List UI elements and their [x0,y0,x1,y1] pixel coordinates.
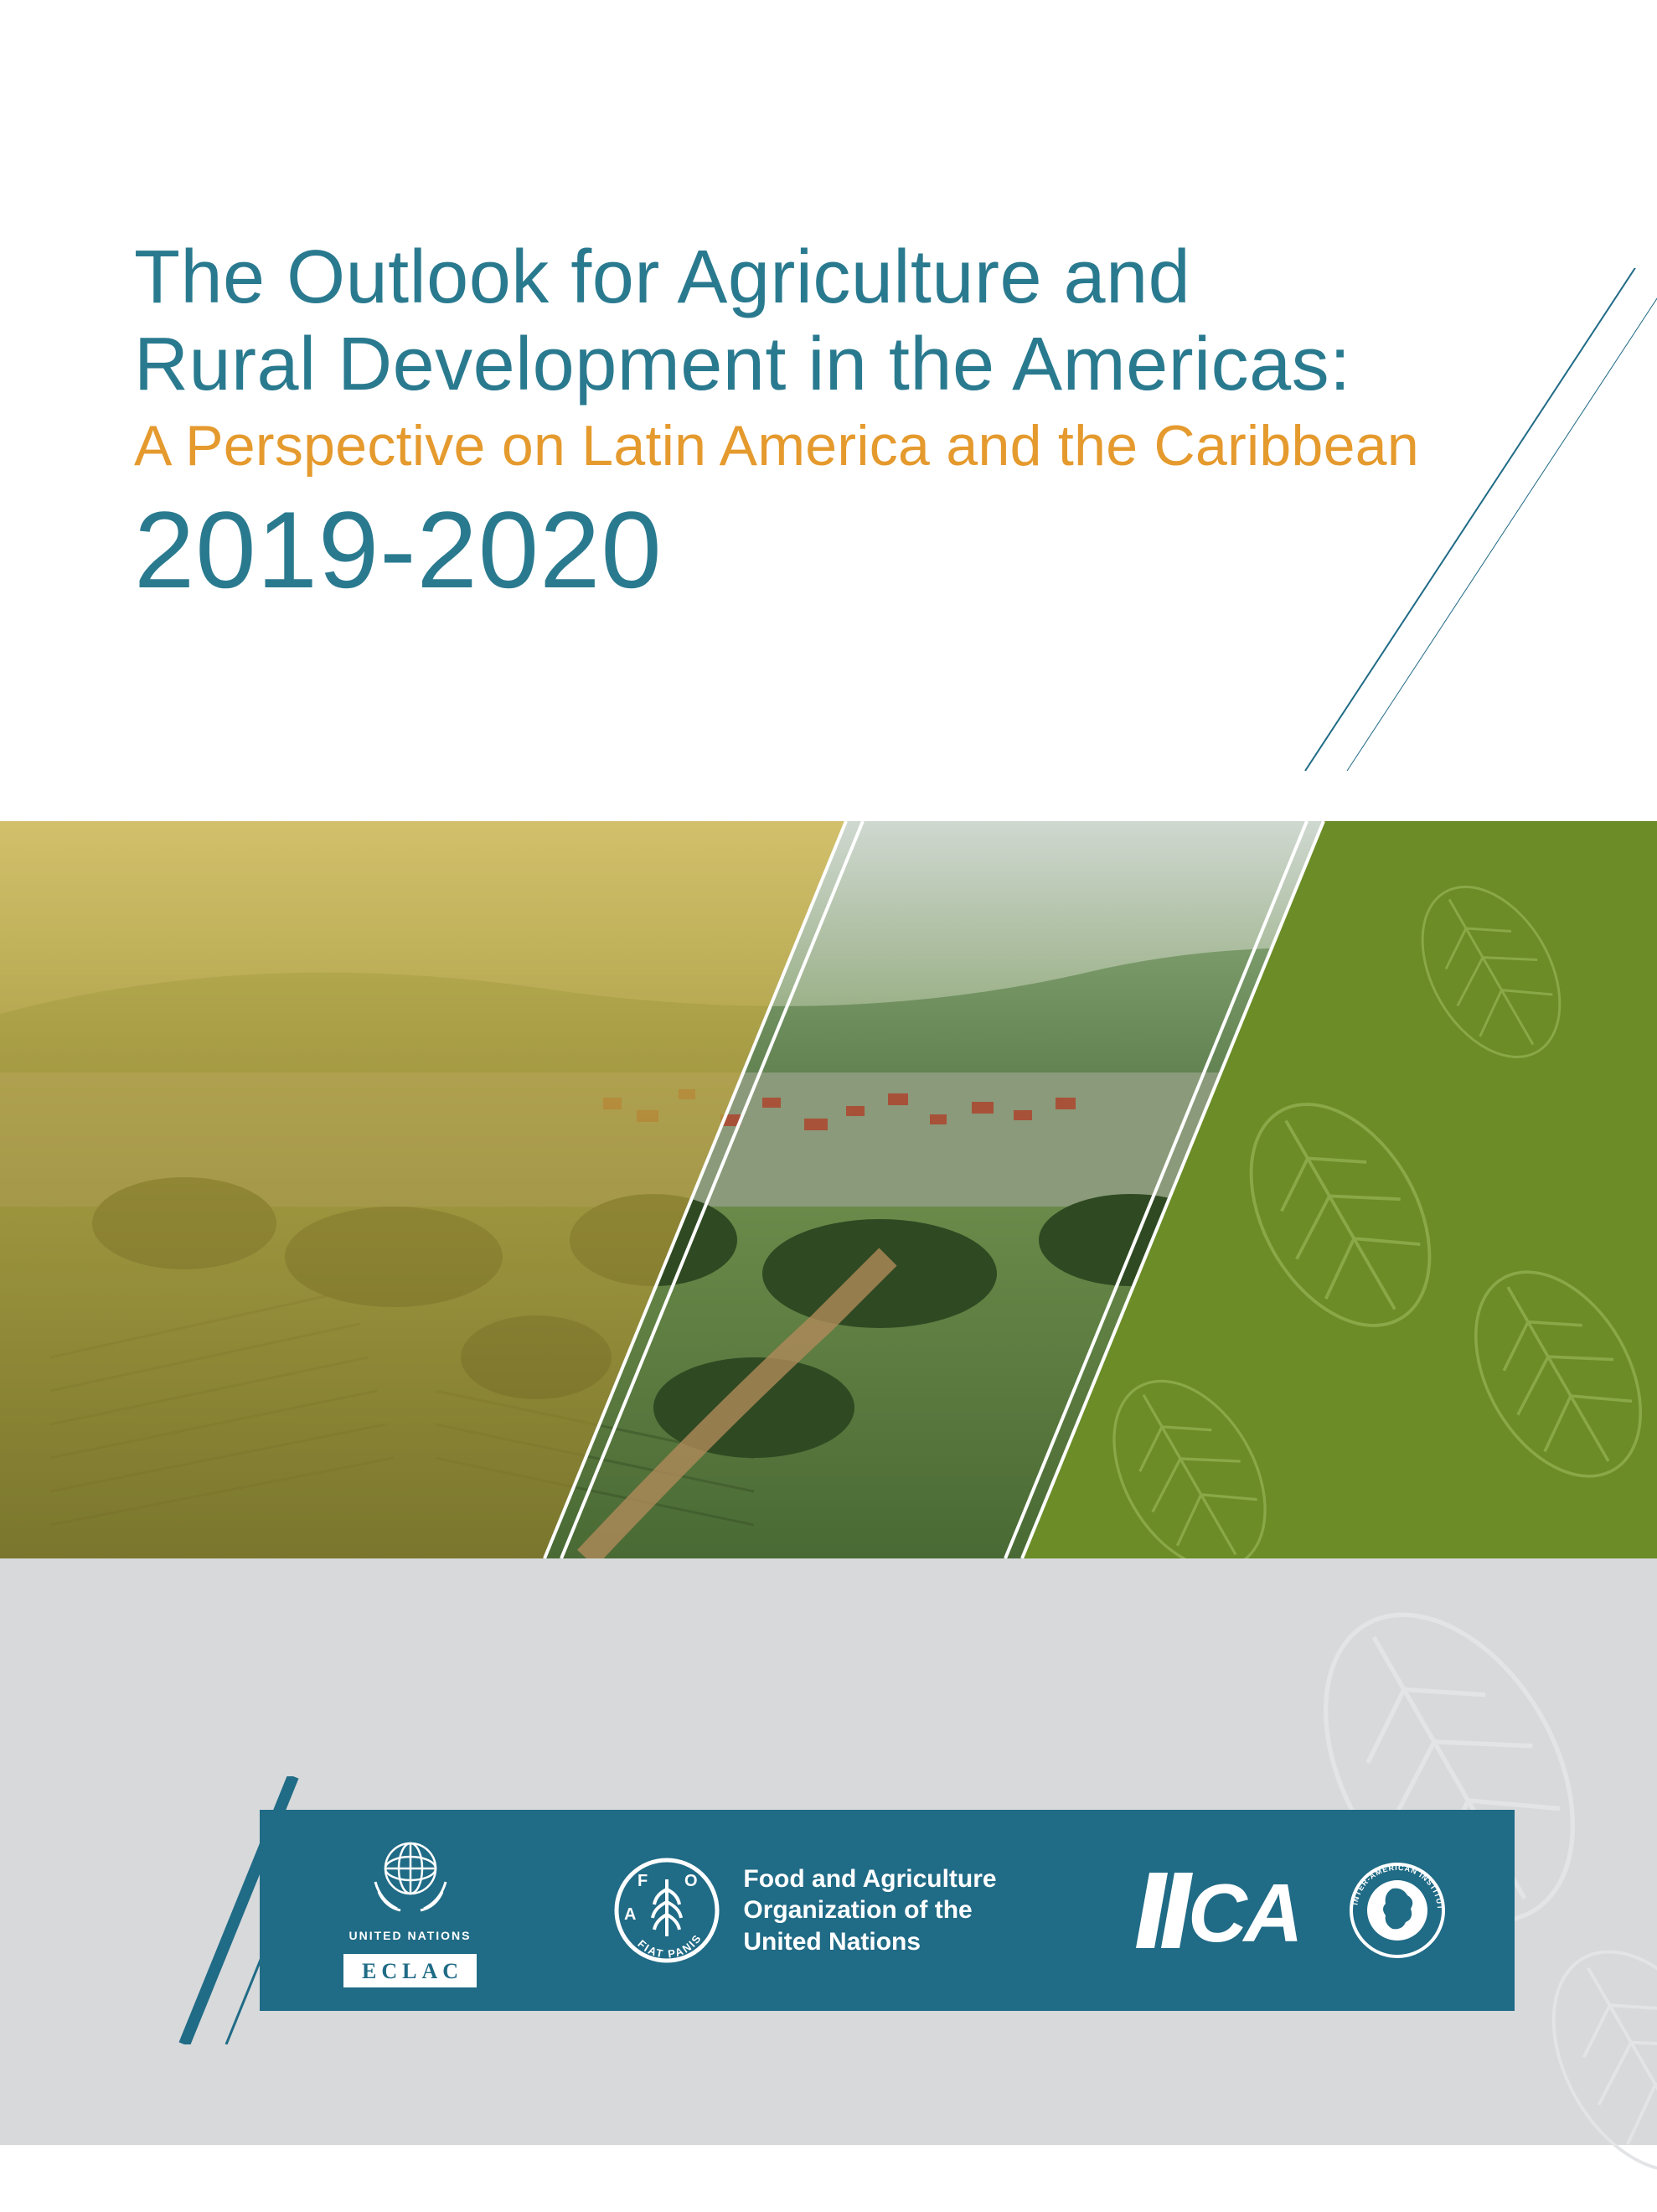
svg-text:F: F [638,1872,648,1890]
fao-line-2: Organization of the [743,1894,996,1926]
org-eclac: UNITED NATIONS ECLAC [343,1833,477,1987]
title-subtitle: A Perspective on Latin America and the C… [134,413,1556,478]
un-caption: UNITED NATIONS [349,1929,472,1942]
title-block: The Outlook for Agriculture and Rural De… [134,235,1556,612]
title-line-1: The Outlook for Agriculture and [134,235,1556,322]
iica-globe-icon: INTER-AMERICAN INSTITUTE FOR COOPERATION… [1347,1860,1448,1961]
hero-band [0,821,1657,1558]
svg-text:O: O [684,1872,698,1890]
svg-text:A: A [624,1905,636,1924]
fao-line-1: Food and Agriculture [743,1863,996,1895]
svg-text:CA: CA [1188,1867,1300,1956]
fao-text: Food and Agriculture Organization of the… [743,1863,996,1958]
title-year: 2019-2020 [134,487,1556,612]
fao-line-3: United Nations [743,1926,996,1958]
eclac-badge: ECLAC [343,1954,477,1987]
org-fao: F O A FIAT PANIS Food and Agriculture Or… [612,1856,996,1965]
hero-illustration [0,821,1657,1558]
title-line-2: Rural Development in the Americas: [134,322,1556,409]
org-iica: CA INTER-AMERICAN INSTITUTE FOR COOPERAT… [1133,1860,1448,1961]
fao-emblem-icon: F O A FIAT PANIS [612,1856,721,1965]
organizations-footer: UNITED NATIONS ECLAC F O A [260,1810,1515,2011]
un-emblem-icon [360,1833,461,1917]
report-cover-page: The Outlook for Agriculture and Rural De… [0,0,1657,2145]
iica-wordmark: CA [1133,1864,1325,1956]
